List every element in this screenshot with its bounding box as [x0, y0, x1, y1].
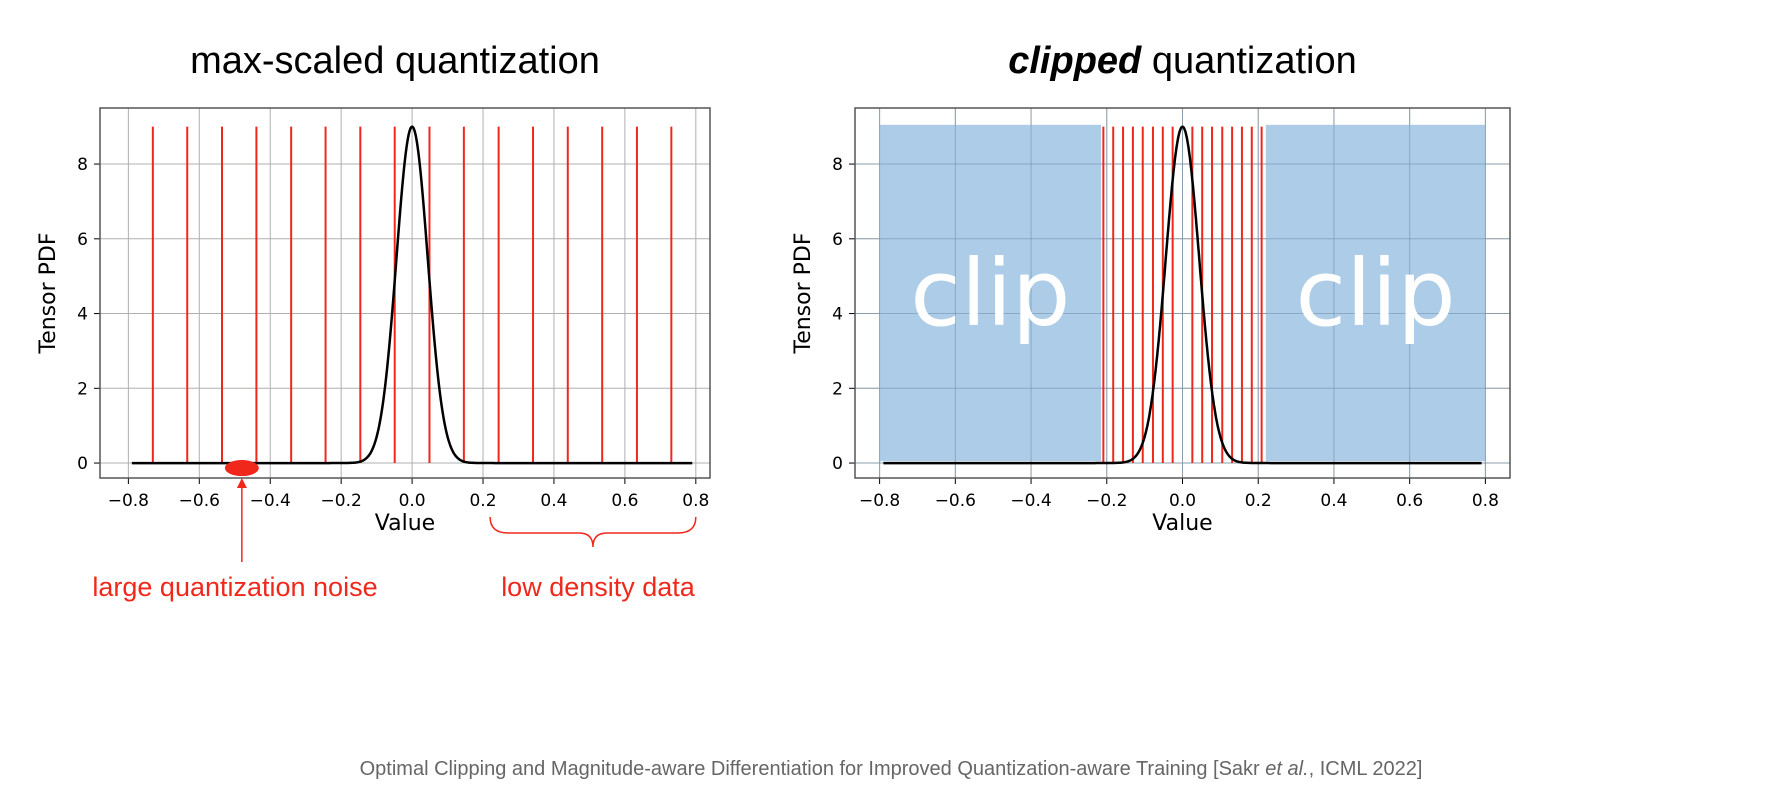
annotation-low-density: low density data: [501, 572, 695, 602]
x-tick-label: −0.2: [1086, 491, 1127, 511]
y-tick-label: 6: [77, 230, 88, 250]
x-tick-label: −0.6: [935, 491, 976, 511]
x-tick-label: 0.4: [540, 491, 567, 511]
clip-label: clip: [1296, 240, 1456, 347]
caption-etal: et al.: [1265, 758, 1309, 780]
annotation-noise: large quantization noise: [92, 572, 378, 602]
arrow-head: [236, 478, 247, 488]
y-axis-label: Tensor PDF: [791, 233, 816, 355]
y-tick-label: 4: [832, 305, 843, 325]
x-tick-label: 0.2: [1245, 491, 1272, 511]
x-tick-label: 0.4: [1320, 491, 1347, 511]
title-emphasis: clipped: [1008, 40, 1142, 82]
x-tick-label: −0.2: [321, 491, 362, 511]
x-tick-label: 0.2: [469, 491, 496, 511]
x-tick-label: 0.0: [399, 491, 426, 511]
clip-region: [879, 124, 1102, 462]
y-tick-label: 2: [77, 379, 88, 399]
x-tick-label: −0.6: [179, 491, 220, 511]
x-tick-label: 0.6: [611, 491, 638, 511]
axes-frame: [99, 107, 711, 479]
x-tick-label: 0.0: [1169, 491, 1196, 511]
caption-text: Optimal Clipping and Magnitude-aware Dif…: [359, 758, 1266, 780]
curly-brace: [489, 516, 697, 548]
y-axis-label: Tensor PDF: [36, 233, 61, 355]
pdf-curve: [883, 125, 1482, 465]
x-tick-label: −0.8: [859, 491, 900, 511]
clip-label: clip: [910, 240, 1070, 347]
y-tick-label: 0: [77, 454, 88, 474]
x-tick-label: 0.6: [1396, 491, 1423, 511]
x-axis-label: Value: [375, 511, 435, 536]
chart-0: −0.8 −0.6 −0.4 −0.2 0.0 0.2 0.4 0.6 0.8 0 2 4 6 8 Valu…: [36, 107, 711, 562]
x-axis-label: Value: [1152, 511, 1212, 536]
y-tick-label: 2: [832, 379, 843, 399]
y-tick-label: 4: [77, 305, 88, 325]
x-tick-label: −0.4: [250, 491, 291, 511]
caption-end: , ICML 2022]: [1308, 758, 1423, 780]
x-tick-label: 0.8: [1472, 491, 1499, 511]
pdf-curve: [131, 125, 693, 465]
noise-marker: [224, 460, 259, 477]
axes-frame: [854, 107, 1511, 479]
left-chart-title: max-scaled quantization: [190, 40, 600, 82]
x-tick-label: −0.8: [108, 491, 149, 511]
y-tick-label: 8: [832, 155, 843, 175]
chart-1: −0.8 −0.6 −0.4 −0.2 0.0 0.2 0.4 0.6 0.8 0 2 4 6 8 clip…: [791, 107, 1511, 536]
clip-region: [1265, 124, 1486, 462]
caption: Optimal Clipping and Magnitude-aware Dif…: [0, 758, 1782, 781]
y-tick-label: 6: [832, 230, 843, 250]
right-chart-title: clipped quantization: [855, 40, 1510, 83]
x-tick-label: 0.8: [682, 491, 709, 511]
y-tick-label: 8: [77, 155, 88, 175]
y-tick-label: 0: [832, 454, 843, 474]
x-tick-label: −0.4: [1010, 491, 1051, 511]
title-rest: quantization: [1151, 40, 1357, 82]
